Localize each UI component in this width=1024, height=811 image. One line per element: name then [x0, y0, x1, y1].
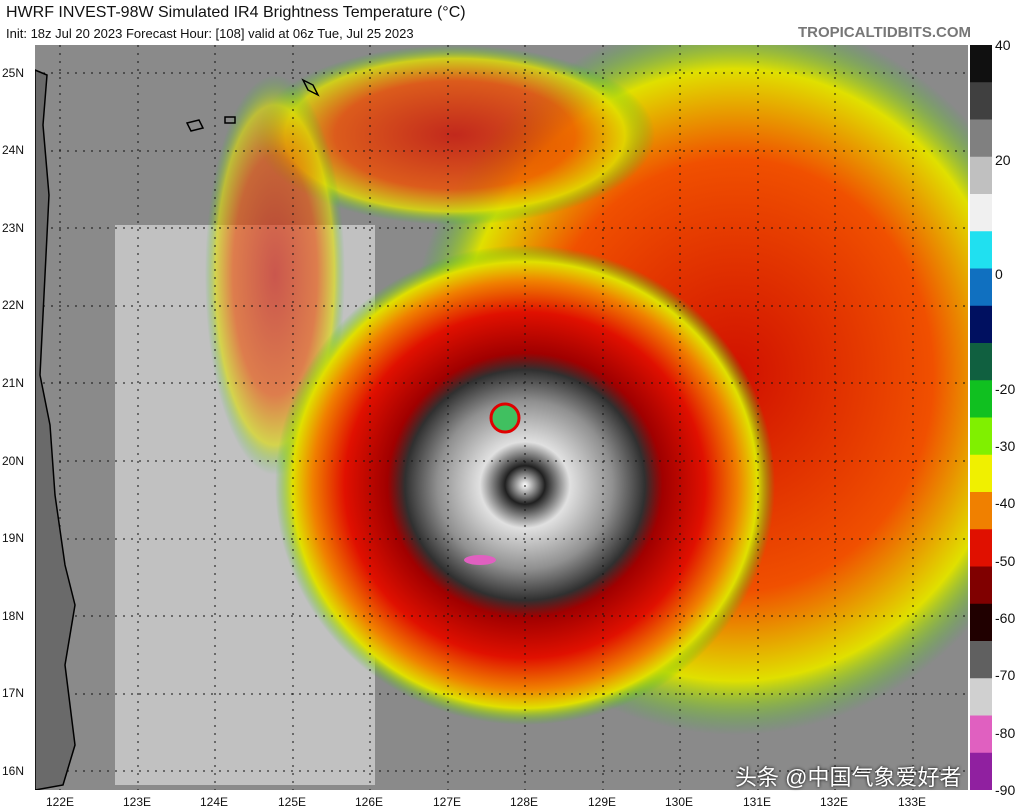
lat-label: 17N [2, 686, 25, 700]
colorbar-segment [970, 529, 992, 567]
colorbar-label: -60 [995, 610, 1016, 627]
colorbar-segment [970, 678, 992, 716]
lon-label: 129E [588, 795, 617, 809]
lon-label: 130E [665, 795, 694, 809]
lat-label: 22N [2, 298, 25, 312]
brand-label: TROPICALTIDBITS.COM [797, 24, 971, 41]
colorbar-label: -20 [995, 380, 1016, 397]
grid-lines [35, 45, 968, 790]
north-band [255, 45, 655, 225]
lon-label: 131E [743, 795, 772, 809]
colorbar-segment [970, 156, 992, 195]
colorbar-label: -90 [995, 782, 1016, 798]
colorbar-label: -80 [995, 724, 1016, 741]
colorbar-segment [970, 566, 992, 605]
lon-label: 127E [433, 795, 462, 809]
colorbar-segment [970, 417, 992, 456]
colorbar-segment [970, 82, 992, 120]
lon-label: 133E [898, 795, 927, 809]
cold-spot [464, 555, 496, 565]
lat-label: 20N [2, 454, 25, 468]
colorbar-label: 20 [995, 151, 1011, 168]
lat-label: 18N [2, 609, 25, 623]
colorbar-segment [970, 603, 992, 642]
colorbar-segment [970, 454, 992, 493]
lon-label: 132E [820, 795, 849, 809]
lon-label: 126E [355, 795, 384, 809]
colorbar-segment [970, 119, 992, 158]
colorbar-segment [970, 380, 992, 418]
colorbar-label: -40 [995, 495, 1016, 512]
colorbar-segment [970, 45, 992, 83]
colorbar-label: -50 [995, 552, 1016, 569]
colorbar-label: 0 [995, 266, 1003, 283]
lon-label: 125E [278, 795, 307, 809]
colorbar [970, 45, 992, 790]
colorbar-segment [970, 715, 992, 754]
lat-label: 23N [2, 221, 25, 235]
colorbar-segment [970, 305, 992, 344]
lat-label: 21N [2, 376, 25, 390]
satellite-map [35, 45, 968, 790]
colorbar-segment [970, 231, 992, 269]
chart-subtitle: Init: 18z Jul 20 2023 Forecast Hour: [10… [6, 26, 414, 41]
storm-eye [489, 402, 521, 434]
colorbar-segment [970, 194, 992, 232]
watermark: 头条 @中国气象爱好者 [735, 765, 962, 790]
coastline-luzon [35, 69, 76, 790]
lat-label: 16N [2, 764, 25, 778]
lon-label: 128E [510, 795, 539, 809]
chart-title: HWRF INVEST-98W Simulated IR4 Brightness… [6, 4, 466, 21]
lat-label: 25N [2, 66, 25, 80]
lon-label: 124E [200, 795, 229, 809]
lat-label: 24N [2, 143, 25, 157]
colorbar-segment [970, 268, 992, 307]
lon-label: 122E [46, 795, 75, 809]
coastline-islands [185, 78, 320, 132]
colorbar-label: -30 [995, 438, 1016, 455]
lon-label: 123E [123, 795, 152, 809]
colorbar-segment [970, 752, 992, 790]
colorbar-label: 40 [995, 37, 1011, 53]
colorbar-label: -70 [995, 667, 1016, 684]
lat-label: 19N [2, 531, 25, 545]
colorbar-segment [970, 492, 992, 530]
colorbar-segment [970, 343, 992, 381]
colorbar-segment [970, 641, 992, 679]
